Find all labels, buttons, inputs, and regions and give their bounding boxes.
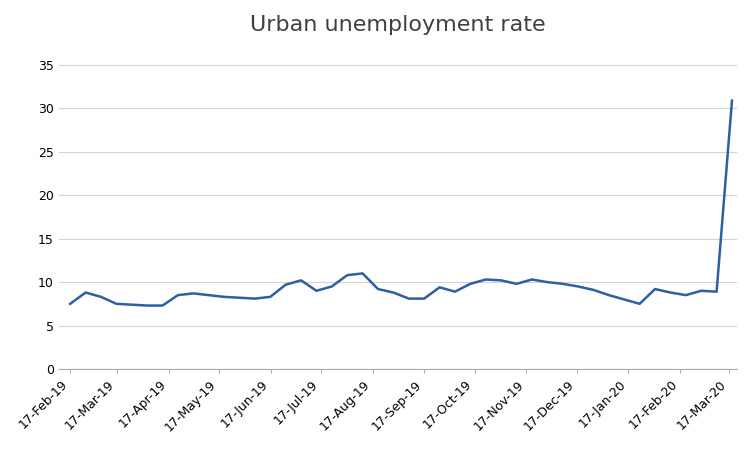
Title: Urban unemployment rate: Urban unemployment rate: [250, 15, 545, 35]
